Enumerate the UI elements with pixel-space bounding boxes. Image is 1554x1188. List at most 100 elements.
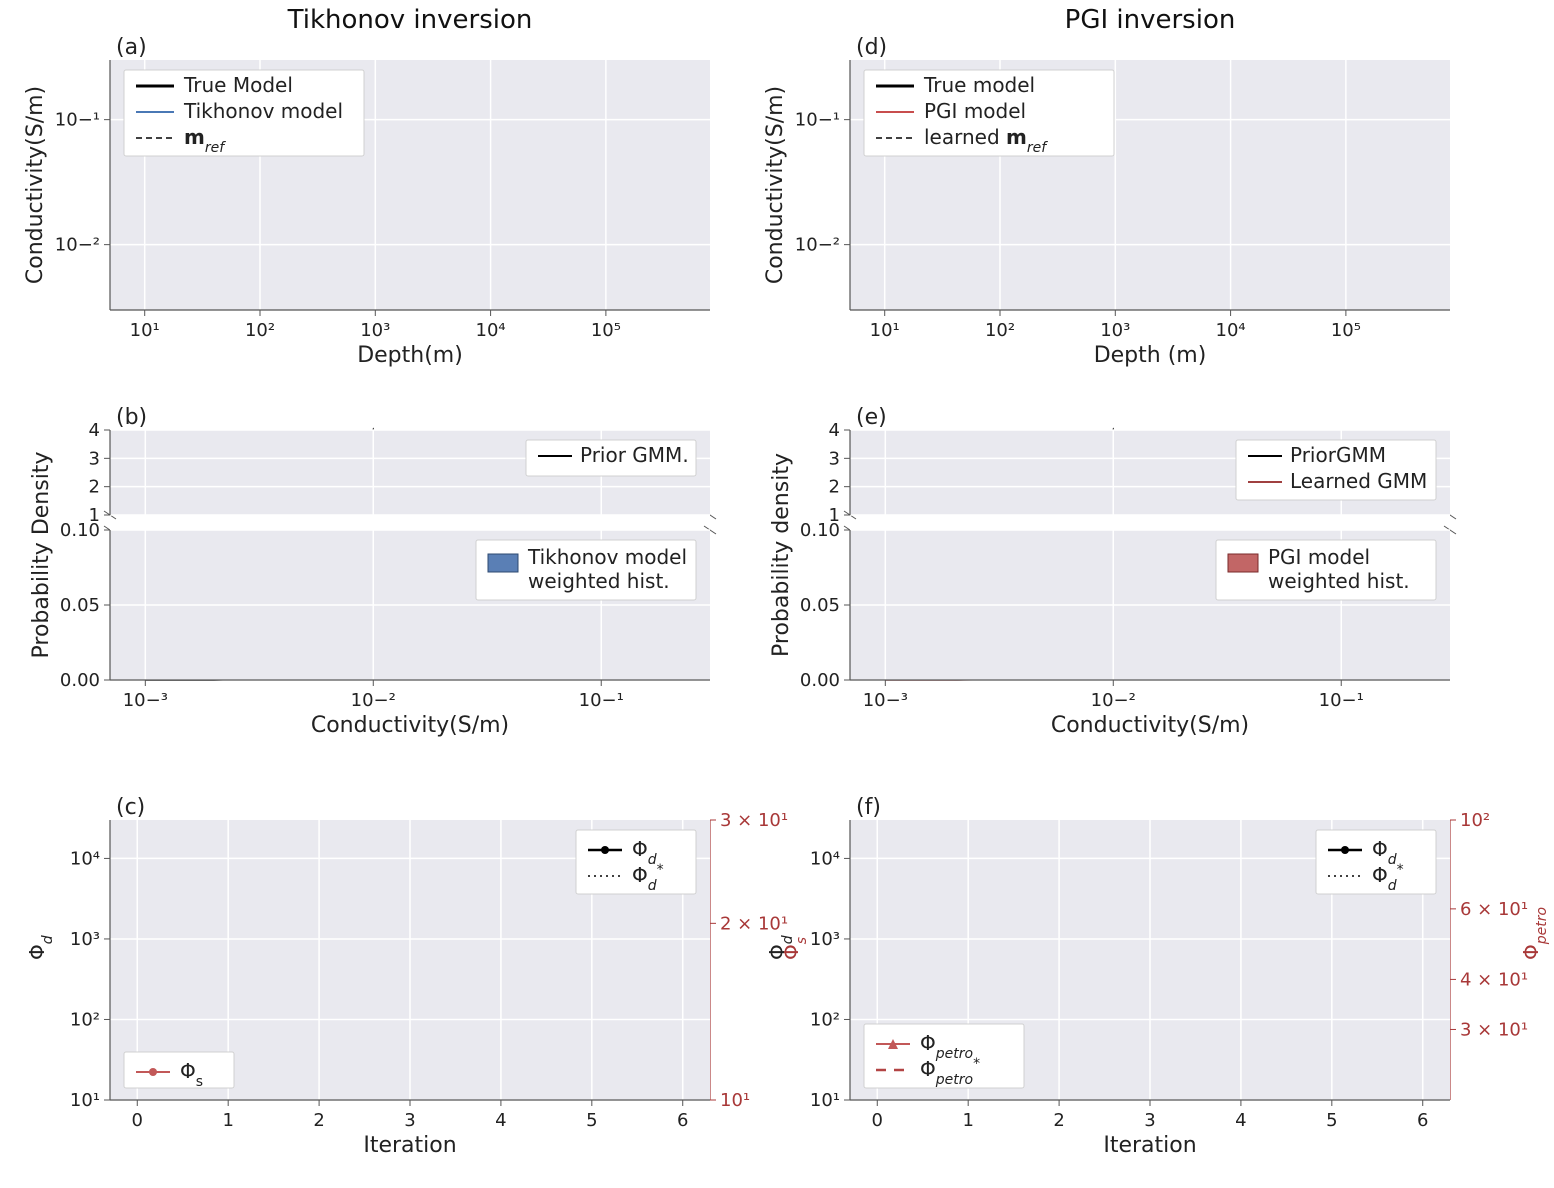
svg-text:10−³: 10−³ (863, 690, 908, 711)
svg-text:10⁴: 10⁴ (1216, 320, 1246, 341)
svg-text:2: 2 (829, 477, 840, 498)
svg-text:10⁴: 10⁴ (476, 320, 506, 341)
svg-text:10−¹: 10−¹ (55, 110, 100, 131)
svg-text:4: 4 (829, 420, 840, 441)
svg-text:2: 2 (313, 1110, 324, 1131)
xlabel-d: Depth (m) (1094, 343, 1207, 368)
label-f: (f) (856, 795, 881, 820)
svg-text:Prior GMM.: Prior GMM. (580, 443, 689, 467)
svg-text:10−²: 10−² (351, 690, 396, 711)
svg-text:10⁴: 10⁴ (810, 848, 840, 869)
panel_b-legend-bot: Tikhonov modelweighted hist. (476, 540, 696, 600)
label-e: (e) (856, 405, 887, 430)
svg-text:Tikhonov model: Tikhonov model (183, 99, 343, 123)
panel_c-xlabel: Iteration (363, 1133, 456, 1158)
ylabel-a: Conductivity(S/m) (23, 86, 48, 284)
svg-text:weighted hist.: weighted hist. (528, 569, 670, 593)
svg-text:10−³: 10−³ (123, 690, 168, 711)
label-b: (b) (116, 405, 147, 430)
svg-text:10³: 10³ (1100, 320, 1130, 341)
svg-text:10⁵: 10⁵ (591, 320, 621, 341)
svg-text:0: 0 (132, 1110, 143, 1131)
svg-text:weighted hist.: weighted hist. (1268, 569, 1410, 593)
panel_c-legend-main: ΦdΦd* (576, 830, 696, 894)
svg-text:Learned GMM: Learned GMM (1290, 469, 1427, 493)
svg-text:PriorGMM: PriorGMM (1290, 443, 1386, 467)
svg-text:10²: 10² (245, 320, 275, 341)
svg-text:PGI model: PGI model (924, 99, 1026, 123)
svg-text:4: 4 (89, 420, 100, 441)
label-c: (c) (116, 795, 145, 820)
panel_b-xlabel: Conductivity(S/m) (311, 713, 509, 738)
panel_f-legend-main: ΦdΦd* (1316, 830, 1436, 894)
svg-text:1: 1 (962, 1110, 973, 1131)
panel_f-legend-red: ΦpetroΦpetro* (864, 1024, 1024, 1088)
svg-text:0.00: 0.00 (60, 670, 100, 691)
svg-text:10¹: 10¹ (130, 320, 160, 341)
svg-text:10⁵: 10⁵ (1331, 320, 1361, 341)
svg-text:2 × 10¹: 2 × 10¹ (720, 913, 788, 934)
svg-text:2: 2 (89, 477, 100, 498)
svg-text:10⁴: 10⁴ (70, 848, 100, 869)
svg-text:10¹: 10¹ (70, 1090, 100, 1111)
svg-text:10−¹: 10−¹ (795, 110, 840, 131)
svg-text:0.00: 0.00 (800, 670, 840, 691)
svg-text:Tikhonov model: Tikhonov model (527, 545, 687, 569)
svg-text:10²: 10² (985, 320, 1015, 341)
svg-text:6: 6 (1417, 1110, 1428, 1131)
panel_e-ylabel: Probability density (769, 453, 794, 657)
svg-text:Φd: Φd (25, 935, 56, 960)
svg-text:True model: True model (923, 73, 1035, 97)
svg-text:10³: 10³ (810, 929, 840, 950)
svg-text:10−¹: 10−¹ (579, 690, 624, 711)
svg-text:10¹: 10¹ (810, 1090, 840, 1111)
svg-text:6 × 10¹: 6 × 10¹ (1460, 899, 1528, 920)
svg-text:10³: 10³ (360, 320, 390, 341)
panel_e-legend-top: PriorGMMLearned GMM (1236, 440, 1436, 500)
xlabel-a: Depth(m) (357, 343, 463, 368)
svg-text:6: 6 (677, 1110, 688, 1131)
title-left: Tikhonov inversion (287, 5, 533, 35)
svg-text:10³: 10³ (70, 929, 100, 950)
panel_f-xlabel: Iteration (1103, 1133, 1196, 1158)
svg-text:3 × 10¹: 3 × 10¹ (720, 810, 788, 831)
figure-root: Tikhonov inversion (a) Depth(m) Conductivit… (0, 0, 1554, 1188)
svg-text:10−¹: 10−¹ (1319, 690, 1364, 711)
svg-text:PGI model: PGI model (1268, 545, 1370, 569)
title-right: PGI inversion (1065, 5, 1236, 35)
svg-text:10−²: 10−² (55, 235, 100, 256)
svg-text:4: 4 (1235, 1110, 1246, 1131)
svg-text:1: 1 (222, 1110, 233, 1131)
legend-a: True ModelTikhonov modelmref (124, 70, 364, 156)
svg-text:10²: 10² (810, 1009, 840, 1030)
svg-text:True Model: True Model (183, 73, 293, 97)
svg-text:0.10: 0.10 (60, 520, 100, 541)
svg-text:0.05: 0.05 (800, 595, 840, 616)
svg-text:5: 5 (586, 1110, 597, 1131)
svg-text:4: 4 (495, 1110, 506, 1131)
panel_c-legend-red: Φs (124, 1052, 234, 1090)
svg-text:10²: 10² (1460, 810, 1490, 831)
label-d: (d) (856, 35, 887, 60)
svg-text:2: 2 (1053, 1110, 1064, 1131)
svg-text:0.05: 0.05 (60, 595, 100, 616)
panel_e-xlabel: Conductivity(S/m) (1051, 713, 1249, 738)
svg-text:0.10: 0.10 (800, 520, 840, 541)
svg-text:10²: 10² (70, 1009, 100, 1030)
svg-text:3: 3 (829, 448, 840, 469)
ylabel-d: Conductivity(S/m) (763, 86, 788, 284)
panel_b-ylabel: Probability Density (29, 452, 54, 659)
svg-text:10−²: 10−² (1091, 690, 1136, 711)
label-a: (a) (116, 35, 147, 60)
svg-text:3 × 10¹: 3 × 10¹ (1460, 1019, 1528, 1040)
svg-text:5: 5 (1326, 1110, 1337, 1131)
svg-text:10¹: 10¹ (870, 320, 900, 341)
legend-d: True modelPGI modellearned mref (864, 70, 1114, 156)
svg-text:10−²: 10−² (795, 235, 840, 256)
svg-text:4 × 10¹: 4 × 10¹ (1460, 969, 1528, 990)
svg-text:3: 3 (89, 448, 100, 469)
svg-text:3: 3 (1144, 1110, 1155, 1131)
panel_e-legend-bot: PGI modelweighted hist. (1216, 540, 1436, 600)
svg-text:10¹: 10¹ (720, 1090, 750, 1111)
svg-text:3: 3 (404, 1110, 415, 1131)
